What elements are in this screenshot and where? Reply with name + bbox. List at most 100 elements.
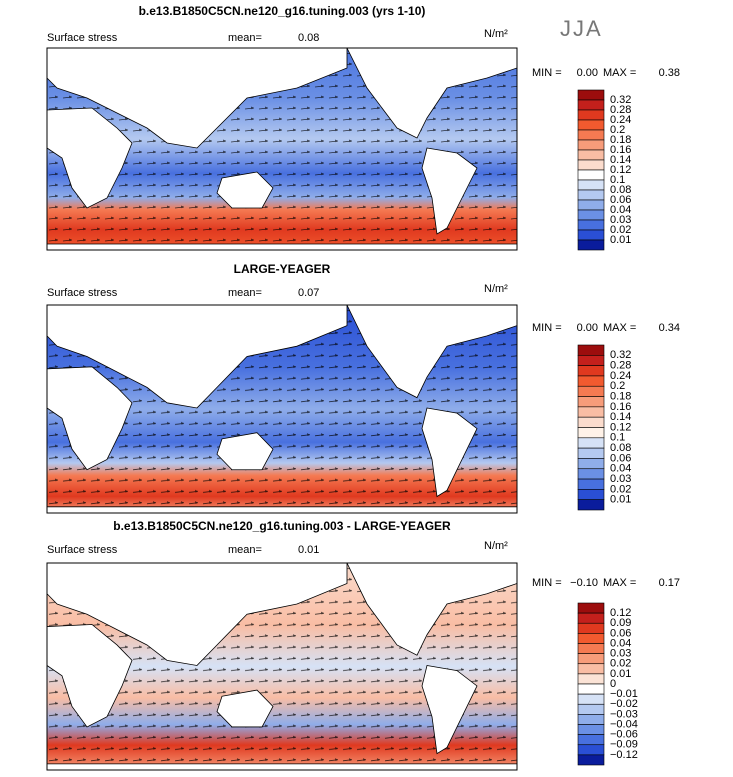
colorbar-label: 0.03 [610,648,631,660]
colorbar-label: 0.06 [610,627,631,639]
colorbar-label: 0.06 [610,194,631,206]
min-label: MIN = [532,322,562,334]
panel-title: b.e13.B1850C5CN.ne120_g16.tuning.003 (yr… [139,4,426,18]
field-name: Surface stress [47,544,118,556]
colorbar-label: 0.18 [610,134,631,146]
colorbar-label: 0.01 [610,668,631,680]
colorbar-box [577,365,605,377]
map-frame [46,562,518,771]
colorbar-box [577,427,605,439]
map [46,562,518,771]
colorbar-box [577,129,605,141]
mean-label: mean= [228,32,262,44]
colorbar-box [577,189,605,201]
colorbar-label: 0.12 [610,421,631,433]
max-label: MAX = [603,67,636,79]
field-name: Surface stress [47,32,118,44]
colorbar-box [577,478,605,490]
colorbar-box [577,673,605,685]
map-frame [46,47,518,251]
colorbar-label: 0.1 [610,432,625,444]
map-frame [46,304,518,514]
colorbar-label: 0.12 [610,607,631,619]
colorbar-box [577,447,605,459]
colorbar-box [577,437,605,449]
colorbar-label: 0.08 [610,184,631,196]
colorbar-box [577,109,605,121]
colorbar-label: −0.06 [610,729,638,741]
colorbar-box [577,406,605,418]
colorbar-label: 0.12 [610,164,631,176]
panel-title: b.e13.B1850C5CN.ne120_g16.tuning.003 - L… [113,519,451,533]
colorbar-label: 0.16 [610,144,631,156]
colorbar-box [577,643,605,654]
max-value: 0.34 [659,322,680,334]
colorbar-label: 0.06 [610,452,631,464]
min-value: 0.00 [577,322,598,334]
colorbar-box [577,139,605,151]
colorbar-box [577,119,605,131]
colorbar-box [577,653,605,665]
field-name: Surface stress [47,287,118,299]
colorbar-box [577,239,605,251]
colorbar-box [577,714,605,725]
colorbar-box [577,89,605,101]
colorbar-box [577,622,605,634]
max-value: 0.17 [659,577,680,589]
colorbar-label: 0.04 [610,463,631,475]
colorbar-box [577,499,605,511]
min-label: MIN = [532,577,562,589]
colorbar-box [577,458,605,470]
colorbar-box [577,602,605,614]
units: N/m² [484,283,508,295]
min-label: MIN = [532,67,562,79]
panel-title: LARGE-YEAGER [234,262,331,276]
colorbar-label: 0.32 [610,94,631,106]
colorbar-box [577,229,605,241]
colorbar-label: 0.2 [610,124,625,136]
colorbar-box [577,396,605,408]
colorbar-label: −0.02 [610,698,638,710]
colorbar-box [577,209,605,221]
colorbar-label: 0.1 [610,174,625,186]
mean-value: 0.01 [298,544,319,556]
colorbar-box [577,199,605,211]
colorbar-box [577,683,605,695]
colorbar-label: −0.03 [610,708,638,720]
colorbar-box [577,468,605,480]
colorbar-label: 0.02 [610,483,631,495]
min-value: −0.10 [570,577,598,589]
max-label: MAX = [603,577,636,589]
colorbar-box [577,633,605,644]
colorbar-box [577,149,605,161]
colorbar-label: 0.24 [610,370,631,382]
colorbar-box [577,416,605,428]
max-value: 0.38 [659,67,680,79]
colorbar-label: −0.04 [610,718,638,730]
colorbar-box [577,179,605,191]
colorbar-label: 0.28 [610,104,631,116]
colorbar-label: 0.24 [610,114,631,126]
colorbar-box [577,355,605,366]
colorbar-box [577,734,605,746]
colorbar-label: 0 [610,678,616,690]
colorbar-label: 0.03 [610,473,631,485]
min-value: 0.00 [577,67,598,79]
map [46,304,518,514]
colorbar-label: 0.01 [610,494,631,506]
colorbar-box [577,375,605,387]
colorbar-box [577,159,605,171]
colorbar-label: −0.01 [610,688,638,700]
colorbar-label: 0.03 [610,214,631,226]
colorbar-label: 0.09 [610,617,631,629]
colorbar-box [577,754,605,766]
colorbar-box [577,169,605,181]
colorbar-label: 0.2 [610,380,625,392]
season-label: JJA [560,16,603,41]
colorbar-box [577,219,605,231]
colorbar-box [577,663,605,675]
mean-value: 0.07 [298,287,319,299]
mean-label: mean= [228,287,262,299]
colorbar-box [577,693,605,705]
